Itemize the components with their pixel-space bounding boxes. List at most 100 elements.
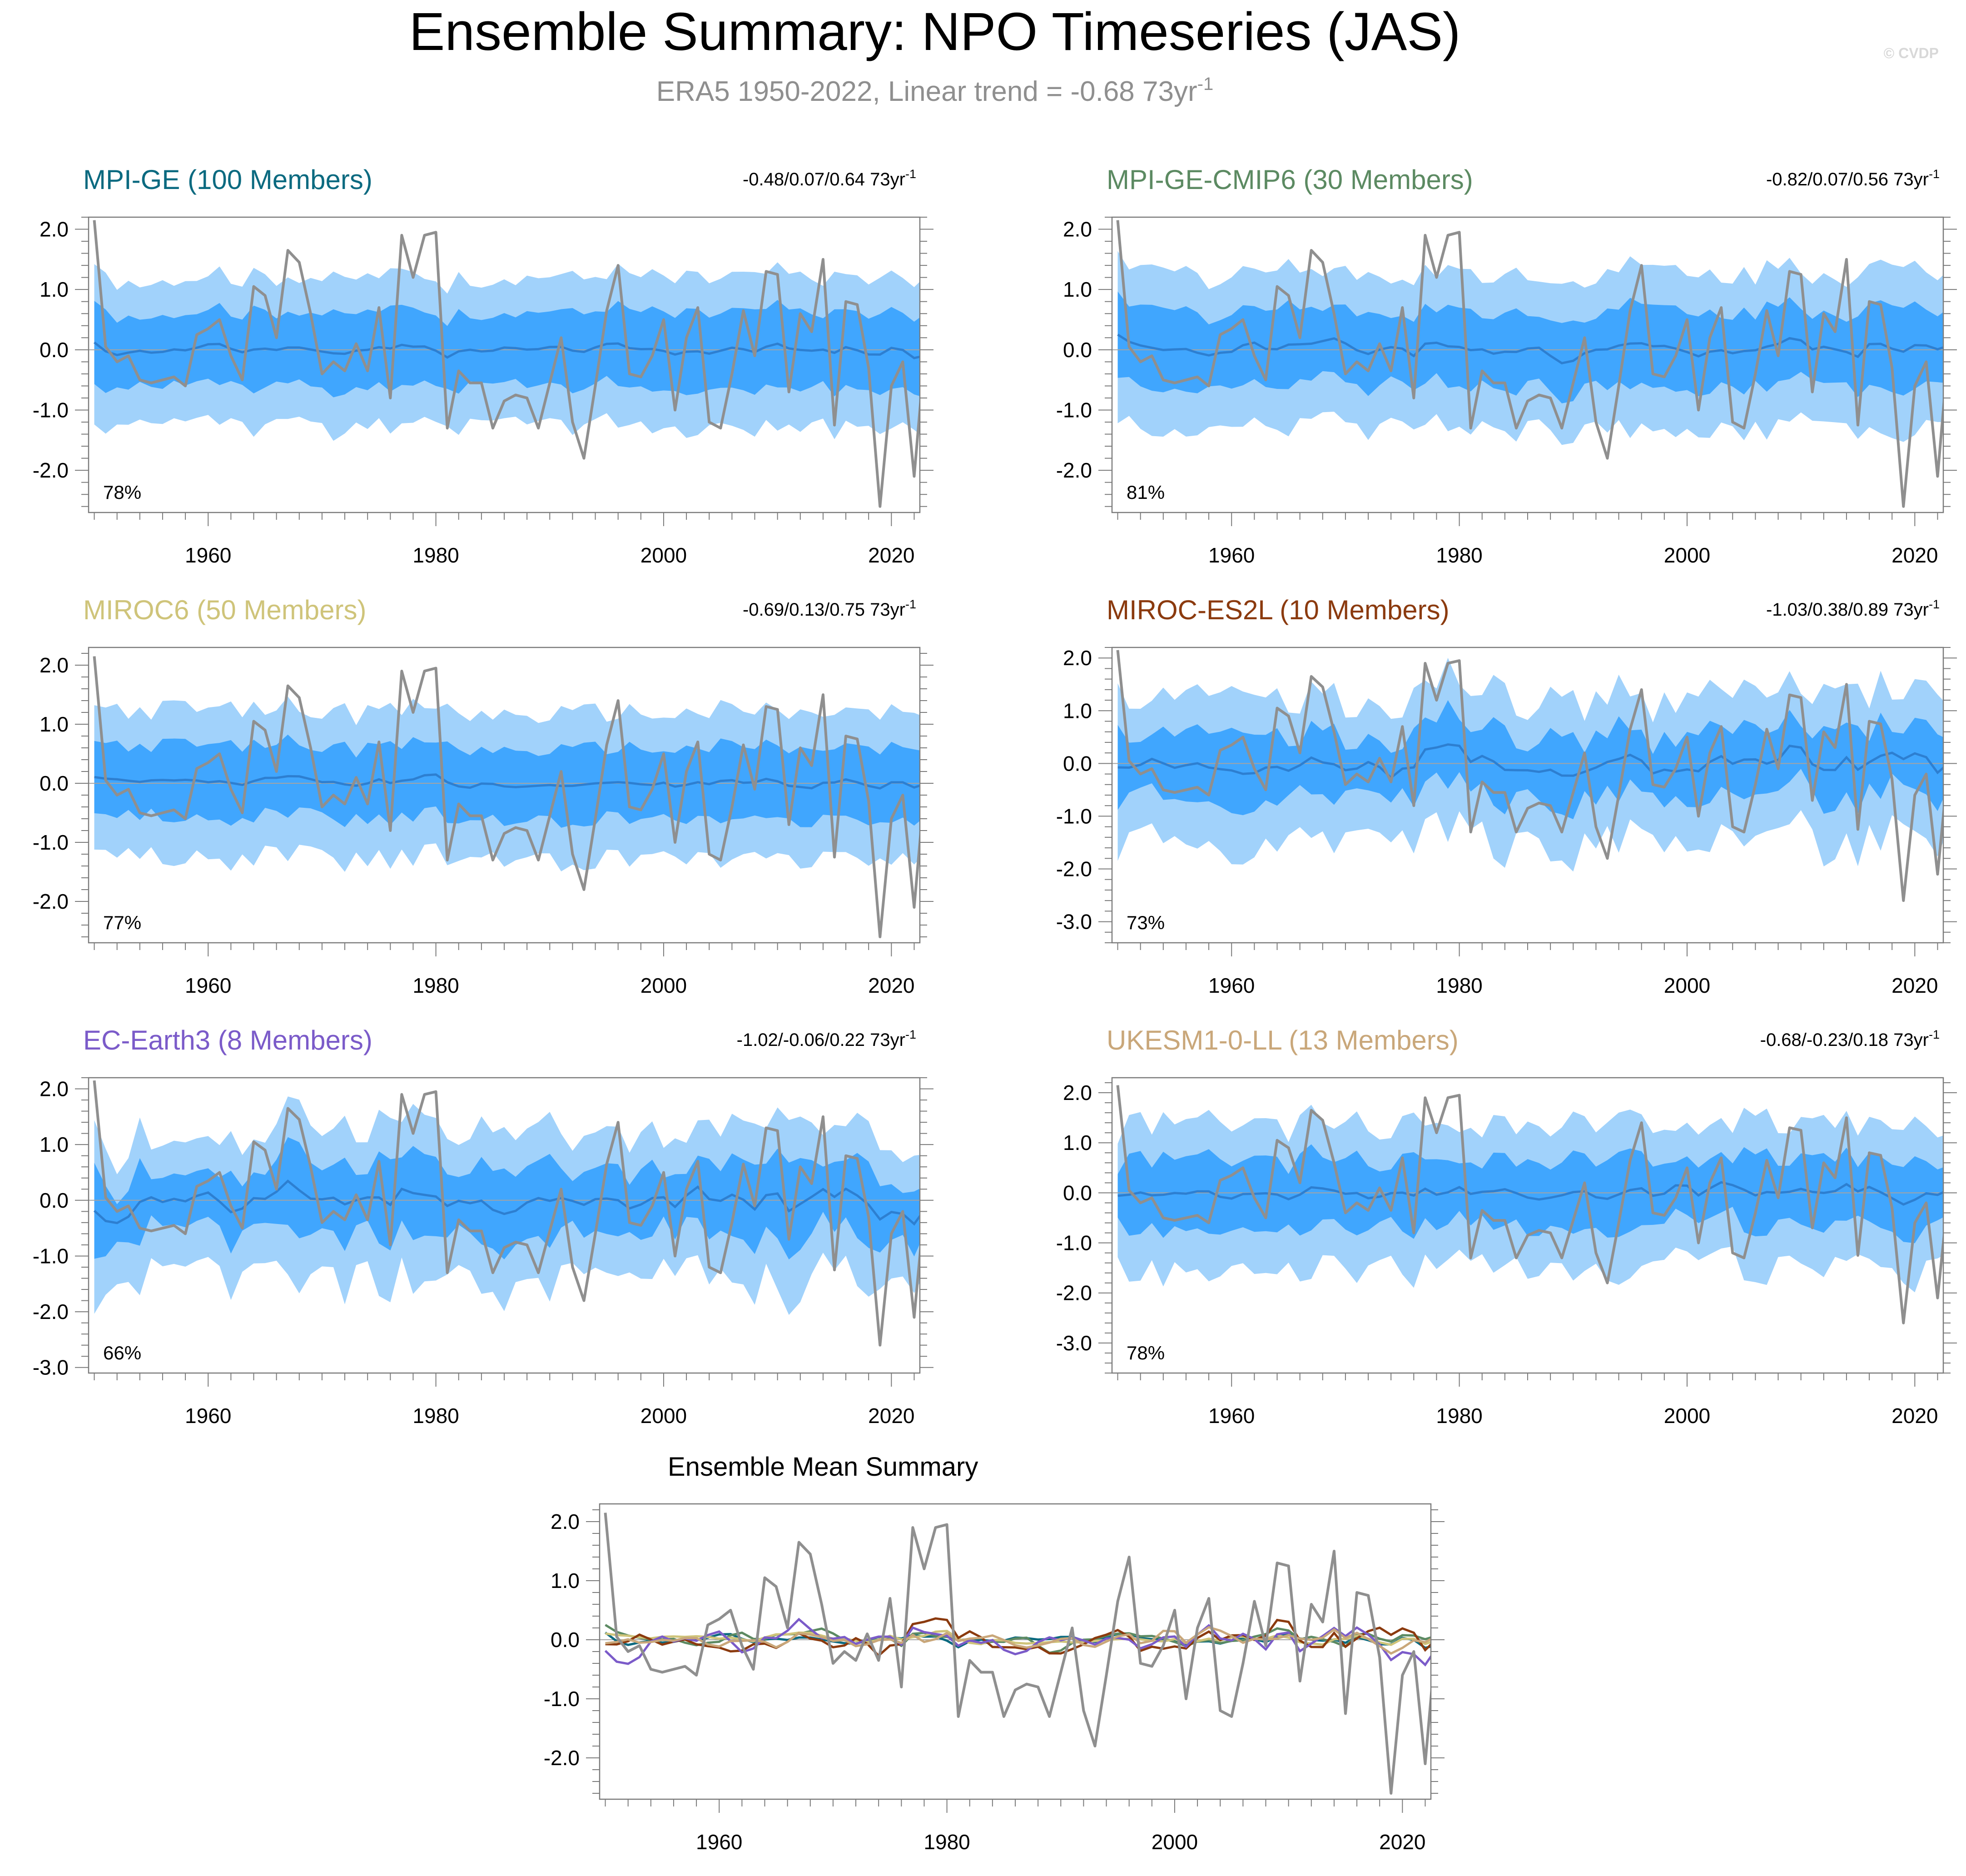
y-tick-label: 2.0 [1063,646,1092,670]
y-tick-label: -1.0 [544,1687,580,1711]
y-tick-label: -1.0 [1056,804,1092,828]
observations-line [1116,1085,1943,1324]
y-tick-label: -2.0 [33,890,69,913]
panel-ukesm1-0-ll: UKESM1-0-LL (13 Members) -0.68/-0.23/0.18… [1056,1025,1957,1428]
x-tick-label: 1980 [923,1830,970,1854]
observations-line [604,1513,1431,1795]
x-tick-label: 2020 [1379,1830,1425,1854]
y-tick-label: -2.0 [33,1300,69,1324]
y-tick-label: -2.0 [1056,857,1092,881]
y-tick-label: 1.0 [40,712,69,736]
x-tick-label: 1960 [185,543,231,567]
x-tick-label: 1980 [1436,543,1482,567]
y-tick-label: 1.0 [1063,278,1092,301]
y-tick-label: 1.0 [40,1133,69,1156]
y-tick-label: -2.0 [1056,1281,1092,1305]
y-tick-label: 0.0 [1063,338,1092,362]
trend-value: -1.02/-0.06/0.22 73yr [737,1030,905,1050]
y-tick-label: -3.0 [1056,910,1092,934]
plot-area [89,1080,920,1347]
x-tick-label: 1960 [185,974,231,997]
x-tick-label: 2020 [868,543,914,567]
trend-exponent: -1 [905,1028,916,1041]
panel-title: MIROC-ES2L (10 Members) [1107,595,1450,625]
y-tick-label: -2.0 [33,458,69,482]
percent-label: 81% [1127,482,1165,503]
series-miroc-es2l [605,1617,1431,1657]
trend-label: -0.69/0.13/0.75 73yr-1 [743,597,916,620]
y-tick-label: 0.0 [1063,1181,1092,1204]
panel-title: UKESM1-0-LL (13 Members) [1107,1025,1459,1055]
x-tick-label: 1980 [1436,1404,1482,1428]
y-tick-label: 1.0 [551,1569,580,1592]
observations-line [1116,220,1943,508]
y-tick-label: -3.0 [33,1356,69,1379]
panel-miroc-es2l: MIROC-ES2L (10 Members) -1.03/0.38/0.89 7… [1056,595,1957,997]
trend-label: -0.48/0.07/0.64 73yr-1 [743,167,916,189]
x-tick-label: 2020 [1892,974,1938,997]
x-tick-label: 2000 [1664,974,1710,997]
panel-title: EC-Earth3 (8 Members) [83,1025,372,1055]
y-tick-label: 0.0 [40,771,69,795]
percent-label: 77% [103,912,141,933]
spread-25-75-band [1117,700,1943,820]
percent-label: 78% [103,482,141,503]
trend-value: -0.69/0.13/0.75 73yr [743,600,905,620]
x-tick-label: 1980 [412,1404,459,1428]
x-tick-label: 2000 [1664,1404,1710,1428]
plot-area [89,656,920,938]
panel-mpi-ge: MPI-GE (100 Members) -0.48/0.07/0.64 73yr… [33,164,933,567]
trend-label: -1.02/-0.06/0.22 73yr-1 [737,1028,916,1050]
panel-ensemble-mean-summary: Ensemble Mean Summary 2.0 1.0 0.0 -1.0 -2.0 19… [544,1452,1445,1854]
trend-label: -0.68/-0.23/0.18 73yr-1 [1760,1028,1940,1050]
series-ukesm1-0-ll [605,1626,1431,1655]
panel-mpi-ge-cmip6: MPI-GE-CMIP6 (30 Members) -0.82/0.07/0.56… [1056,164,1957,567]
figure-subtitle: ERA5 1950-2022, Linear trend = -0.68 73y… [656,74,1213,107]
figure-subtitle-exponent: -1 [1197,74,1214,94]
figure-subtitle-text: ERA5 1950-2022, Linear trend = -0.68 73y… [656,76,1197,107]
y-tick-label: -3.0 [1056,1331,1092,1355]
plot-area [1112,1085,1943,1324]
ensemble-mean-line [94,341,920,359]
x-tick-label: 2000 [1664,543,1710,567]
y-tick-label: -1.0 [1056,398,1092,422]
y-tick-label: 2.0 [40,1077,69,1101]
y-tick-label: 1.0 [40,278,69,301]
ensemble-mean-line [94,773,920,790]
ensemble-mean-line [1117,743,1943,780]
trend-value: -0.82/0.07/0.56 73yr [1766,169,1929,189]
y-tick-label: -2.0 [544,1746,580,1770]
y-tick-label: 0.0 [40,338,69,362]
plot-frame [599,1503,1432,1800]
y-tick-label: 1.0 [1063,1131,1092,1154]
trend-exponent: -1 [905,597,916,611]
y-tick-label: 1.0 [1063,699,1092,722]
plot-area [1112,650,1943,902]
y-tick-label: 2.0 [551,1510,580,1533]
x-tick-label: 2000 [640,1404,687,1428]
spread-25-75-band [1117,1144,1943,1244]
y-tick-label: 0.0 [1063,751,1092,775]
observations-line [1116,650,1943,902]
trend-label: -1.03/0.38/0.89 73yr-1 [1766,597,1940,620]
x-tick-label: 2020 [868,1404,914,1428]
y-tick-label: -2.0 [1056,458,1092,482]
spread-25-75-band [94,1137,920,1260]
percent-label: 66% [103,1342,141,1363]
y-tick-label: 0.0 [551,1628,580,1652]
panel-miroc6: MIROC6 (50 Members) -0.69/0.13/0.75 73yr-… [33,595,933,997]
spread-25-75-band [94,734,920,828]
panel-title: MPI-GE-CMIP6 (30 Members) [1107,164,1473,195]
trend-value: -1.03/0.38/0.89 73yr [1766,600,1929,620]
y-tick-label: 2.0 [40,218,69,241]
x-tick-label: 1960 [1208,1404,1255,1428]
series-ec-earth3 [604,1617,1431,1667]
panel-title: MIROC6 (50 Members) [83,595,366,625]
ensemble-mean-line [1117,1181,1943,1206]
panel-title: MPI-GE (100 Members) [83,164,372,195]
y-tick-label: 0.0 [40,1189,69,1212]
observations-line [93,220,920,508]
plot-area [1112,220,1943,508]
panel-ec-earth3: EC-Earth3 (8 Members) -1.02/-0.06/0.22 73… [33,1025,933,1428]
percent-label: 78% [1127,1342,1165,1363]
